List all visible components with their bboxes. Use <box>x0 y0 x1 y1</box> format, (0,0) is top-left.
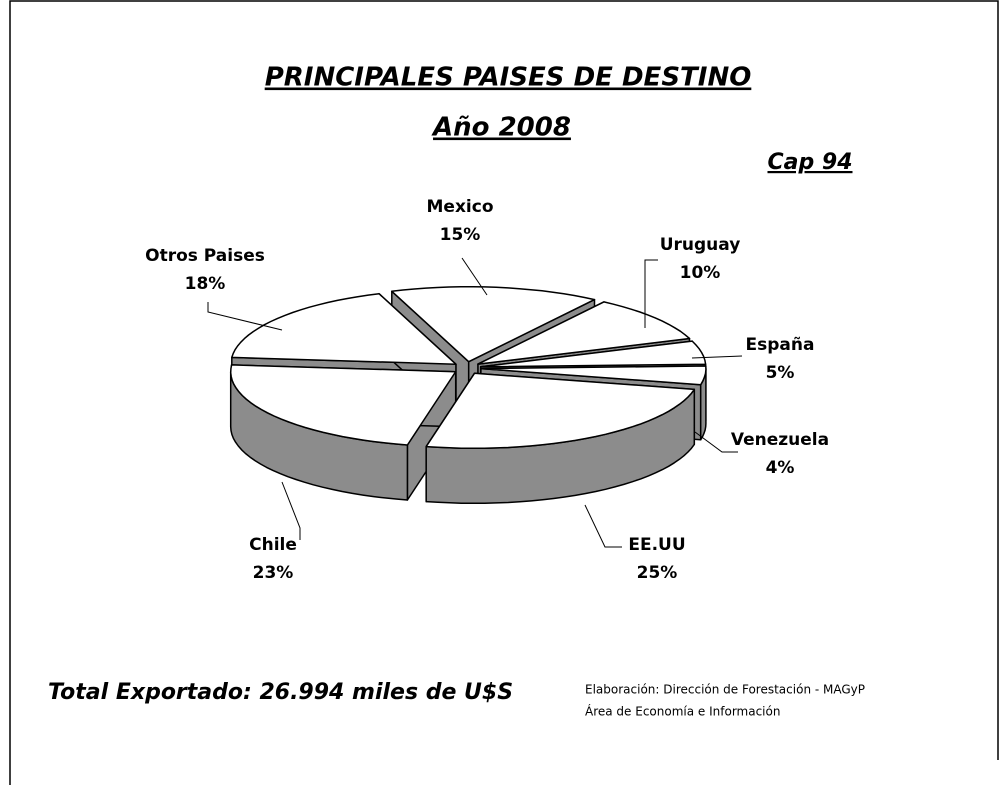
slice-top <box>477 301 691 365</box>
leader-line <box>644 259 658 328</box>
slice-label: Mexico <box>427 197 494 217</box>
value-label: 18% <box>185 274 226 294</box>
slice-label: EE.UU <box>628 535 685 555</box>
leader-line <box>207 302 283 331</box>
leader-line <box>691 355 743 359</box>
source-note: Elaboración: Dirección de Forestación - … <box>585 683 865 697</box>
leader-line <box>281 481 301 540</box>
value-label: 15% <box>440 225 481 245</box>
slice-top <box>231 292 457 365</box>
value-label: 23% <box>253 563 294 583</box>
value-label: 25% <box>637 563 678 583</box>
source-note: Área de Economía e Información <box>585 704 780 719</box>
annotation: Cap 94 <box>767 150 852 175</box>
slice-top <box>425 372 696 450</box>
slice <box>229 364 457 501</box>
slice-label: Uruguay <box>660 235 741 255</box>
slice-label: Chile <box>249 535 297 555</box>
chart-title: PRINCIPALES PAISES DE DESTINO <box>265 63 752 93</box>
slice-top <box>480 365 707 386</box>
total-note: Total Exportado: 26.994 miles de U$S <box>48 680 513 705</box>
leader-line <box>694 431 738 453</box>
leader-line <box>461 257 488 296</box>
slice-top <box>229 364 457 446</box>
slice <box>425 372 696 505</box>
slice-label: España <box>746 335 815 355</box>
slice-top <box>391 286 596 363</box>
leader-line <box>584 504 622 548</box>
slice-label: Otros Paises <box>145 246 265 266</box>
value-label: 4% <box>766 458 795 478</box>
slice-label: Venezuela <box>731 430 829 450</box>
chart-subtitle: Año 2008 <box>431 113 571 143</box>
slice-top <box>479 340 707 368</box>
frame <box>9 0 999 785</box>
value-label: 10% <box>680 263 721 283</box>
value-label: 5% <box>766 363 795 383</box>
